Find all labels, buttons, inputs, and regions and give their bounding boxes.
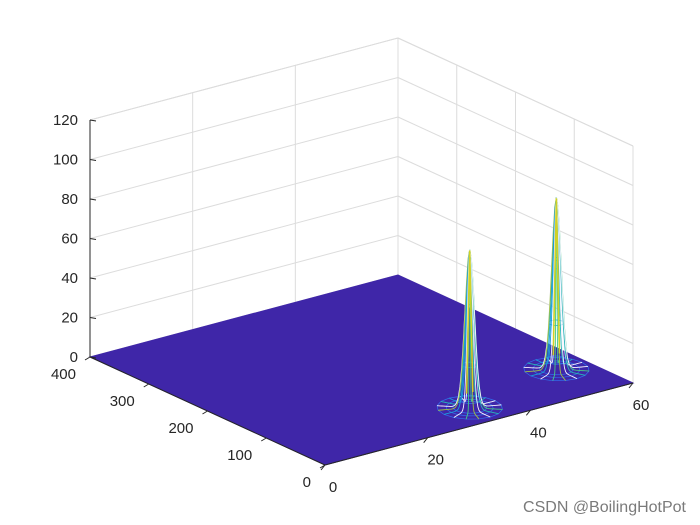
mesh-spoke [524, 197, 557, 373]
y-tick [143, 383, 150, 388]
x-tick-label: 20 [427, 452, 444, 469]
grid-line-z [89, 195, 399, 279]
z-tick-label: 20 [61, 310, 78, 327]
y-tick [202, 410, 208, 415]
mesh-spoke [555, 197, 586, 376]
y-tick [260, 437, 267, 442]
mesh-spoke [453, 249, 471, 418]
z-tick-label: 120 [53, 112, 78, 129]
watermark-text: CSDN @BoilingHotPot [523, 499, 687, 516]
z-tick [89, 238, 97, 240]
mesh-spoke [443, 249, 471, 415]
y-tick-label: 0 [303, 474, 311, 491]
surface-peak [523, 197, 590, 382]
grid-line-z [89, 116, 399, 200]
mesh-spoke [469, 249, 486, 403]
mesh-spoke [469, 249, 499, 415]
z-tick [89, 356, 97, 359]
grid-line-z [89, 156, 399, 239]
mesh-spoke [438, 249, 471, 411]
x-axis-line [324, 382, 634, 466]
x-tick [628, 382, 634, 389]
grid-line-z [89, 77, 399, 160]
y-tick-label: 200 [168, 420, 193, 437]
x-tick [525, 410, 531, 416]
mesh-spoke [448, 249, 471, 403]
mesh-peak-core [465, 250, 474, 394]
z-tick [89, 159, 97, 161]
y-tick [319, 464, 326, 469]
z-tick [89, 277, 97, 280]
mesh-spoke [535, 197, 557, 365]
y-tick-label: 300 [110, 393, 135, 410]
mesh-peak-core [552, 198, 561, 356]
z-tick [89, 198, 97, 201]
x-tick-label: 0 [329, 479, 337, 496]
z-tick-label: 0 [70, 349, 78, 366]
surface-peak [436, 249, 503, 420]
z-tick [89, 317, 97, 319]
z-tick-label: 40 [61, 270, 78, 287]
mesh-spoke [469, 249, 502, 407]
x-tick-label: 60 [633, 397, 650, 414]
y-tick-label: 100 [227, 447, 252, 464]
z-tick-label: 100 [53, 152, 78, 169]
z-tick-label: 80 [61, 191, 78, 208]
axes [84, 119, 634, 471]
y-tick-label: 400 [51, 366, 76, 383]
mesh-spoke [530, 197, 557, 377]
z-tick [89, 119, 97, 122]
mesh-spoke [555, 197, 588, 368]
x-tick [423, 437, 429, 443]
mesh-spoke [555, 197, 578, 380]
x-tick-label: 40 [530, 424, 547, 441]
grid-line-z [89, 37, 399, 121]
y-tick [84, 356, 91, 361]
z-tick-label: 60 [61, 231, 78, 248]
mesh-spoke [552, 197, 557, 381]
mesh-spoke [469, 249, 491, 418]
mesh-spoke [465, 249, 471, 420]
mesh-spoke [540, 197, 557, 380]
grid-line-z [89, 235, 399, 318]
